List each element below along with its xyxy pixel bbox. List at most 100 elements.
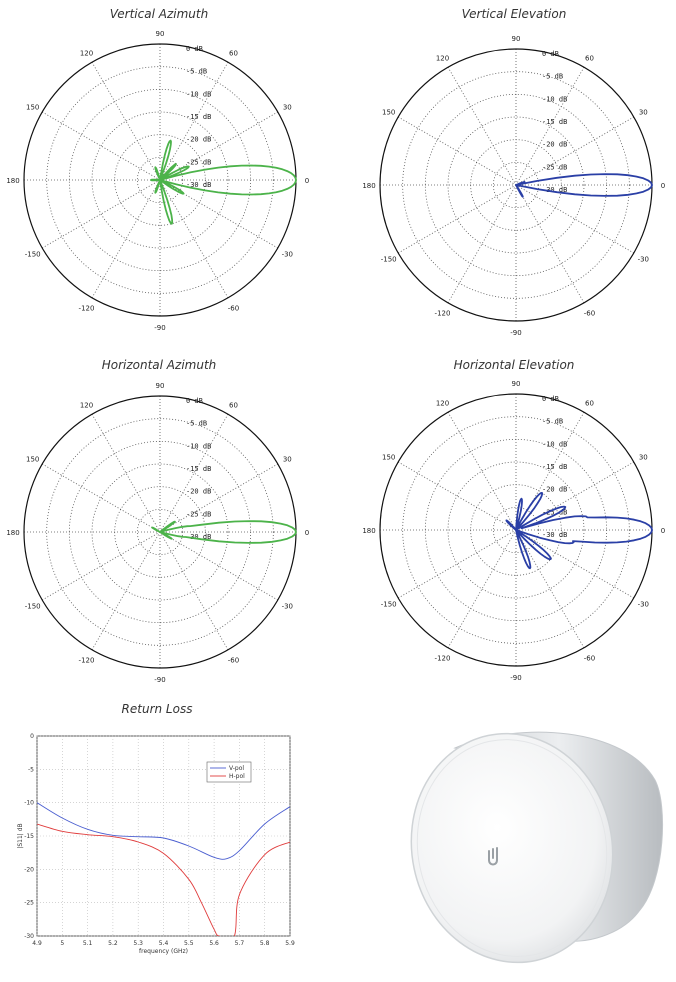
angle-tick-label: 180 — [6, 529, 19, 537]
radial-db-label: -20 dB — [186, 488, 211, 496]
angle-tick-label: -150 — [381, 256, 397, 264]
radial-db-label: -15 dB — [542, 463, 567, 471]
angle-tick-label: 180 — [362, 527, 375, 535]
angle-tick-label: 0 — [661, 182, 665, 190]
chart-title: Horizontal Elevation — [454, 358, 575, 372]
polar-grid-spoke — [91, 531, 161, 650]
radial-db-label: -5 dB — [542, 418, 563, 426]
angle-tick-label: -120 — [79, 304, 95, 312]
radial-db-label: 0 dB — [186, 45, 203, 53]
pattern-trace — [151, 520, 297, 544]
polar-chart-horizontal-azimuth: Horizontal Azimuth 0 30 60 90 120 150 180 -150 -… — [6, 358, 309, 684]
radial-db-label: -30 dB — [542, 531, 567, 539]
radial-db-label: -5 dB — [542, 73, 563, 81]
angle-tick-label: 30 — [283, 104, 292, 112]
y-axis-label: |S11| dB — [17, 823, 24, 848]
polar-grid-ring — [46, 66, 274, 294]
angle-tick-label: -60 — [584, 309, 595, 317]
angle-tick-label: -150 — [25, 251, 41, 259]
legend-label: V-pol — [229, 765, 244, 772]
dish-rim — [416, 739, 608, 957]
chart-title: Return Loss — [122, 702, 193, 716]
polar-grid-spoke — [515, 529, 634, 599]
pattern-trace — [515, 173, 653, 198]
angle-tick-label: -60 — [584, 654, 595, 662]
radial-db-label: -30 dB — [186, 181, 211, 189]
pattern-trace — [505, 491, 653, 570]
angle-tick-label: 60 — [229, 50, 238, 58]
polar-grid-spoke — [447, 529, 517, 648]
angle-tick-label: -30 — [282, 251, 293, 259]
angle-tick-label: 120 — [436, 55, 449, 63]
x-tick-label: 5.4 — [159, 940, 169, 947]
radial-db-label: -25 dB — [542, 163, 567, 171]
radial-db-label: 0 dB — [542, 395, 559, 403]
angle-tick-label: 30 — [283, 456, 292, 464]
series-line-v-pol — [37, 802, 290, 860]
x-tick-label: 5.9 — [285, 940, 295, 947]
x-tick-label: 5.2 — [108, 940, 118, 947]
polar-grid-spoke — [447, 184, 517, 303]
x-tick-label: 5.7 — [235, 940, 245, 947]
angle-tick-label: 90 — [156, 30, 165, 38]
y-tick-label: 0 — [30, 733, 34, 740]
x-tick-label: 5.6 — [209, 940, 219, 947]
polar-grid-spoke — [447, 67, 517, 186]
angle-tick-label: 30 — [639, 454, 648, 462]
radial-db-label: 0 dB — [542, 50, 559, 58]
angle-tick-label: 120 — [436, 400, 449, 408]
angle-tick-label: -60 — [228, 656, 239, 664]
angle-tick-label: 0 — [661, 527, 665, 535]
y-tick-label: -25 — [24, 900, 34, 907]
angle-tick-label: 60 — [585, 55, 594, 63]
angle-tick-label: 90 — [512, 35, 521, 43]
polar-grid-ring — [91, 463, 229, 601]
x-tick-label: 4.9 — [32, 940, 42, 947]
polar-grid-spoke — [91, 62, 161, 181]
polar-grid-spoke — [398, 116, 517, 186]
x-tick-label: 5.5 — [184, 940, 194, 947]
legend-box — [206, 761, 252, 783]
radial-db-label: -15 dB — [542, 118, 567, 126]
polar-grid-ring — [402, 416, 630, 644]
polar-chart-vertical-azimuth: Vertical Azimuth 0 30 60 90 120 150 180 -150 -12… — [6, 7, 309, 332]
angle-tick-label: -120 — [79, 656, 95, 664]
radial-db-label: -20 dB — [542, 486, 567, 494]
polar-grid-ring — [402, 71, 630, 299]
polar-grid-spoke — [398, 461, 517, 531]
line-chart-return-loss: Return Loss 4.9 5 5.1 5.2 5.3 5.4 5.5 5.6 5.7 5.8… — [17, 702, 295, 955]
angle-tick-label: 60 — [229, 402, 238, 410]
radial-db-label: -5 dB — [186, 420, 207, 428]
polar-grid-ring — [91, 111, 229, 249]
x-tick-label: 5.3 — [133, 940, 143, 947]
polar-grid-ring — [447, 461, 585, 599]
angle-tick-label: -120 — [435, 654, 451, 662]
polar-grid-spoke — [42, 463, 161, 533]
angle-tick-label: 0 — [305, 529, 309, 537]
radial-db-label: -30 dB — [186, 533, 211, 541]
angle-tick-label: 60 — [585, 400, 594, 408]
polar-grid-spoke — [159, 179, 229, 298]
polar-grid-spoke — [515, 184, 585, 303]
radial-db-label: -20 dB — [542, 141, 567, 149]
polar-grid-spoke — [42, 111, 161, 181]
radial-db-label: 0 dB — [186, 397, 203, 405]
chart-title: Vertical Azimuth — [110, 7, 208, 21]
angle-tick-label: 150 — [382, 454, 395, 462]
polar-grid-ring — [136, 508, 184, 556]
radial-db-label: -10 dB — [186, 90, 211, 98]
chart-title: Horizontal Azimuth — [102, 358, 217, 372]
radial-db-label: -10 dB — [186, 442, 211, 450]
y-tick-label: -30 — [24, 933, 34, 940]
angle-tick-label: -30 — [638, 601, 649, 609]
angle-tick-label: 180 — [6, 177, 19, 185]
angle-tick-label: 120 — [80, 402, 93, 410]
polar-grid-spoke — [91, 414, 161, 533]
angle-tick-label: -90 — [510, 329, 521, 337]
polar-grid-ring — [492, 161, 540, 209]
angle-tick-label: 0 — [305, 177, 309, 185]
x-tick-label: 5.1 — [83, 940, 93, 947]
x-axis-label: frequency (GHz) — [139, 948, 188, 955]
